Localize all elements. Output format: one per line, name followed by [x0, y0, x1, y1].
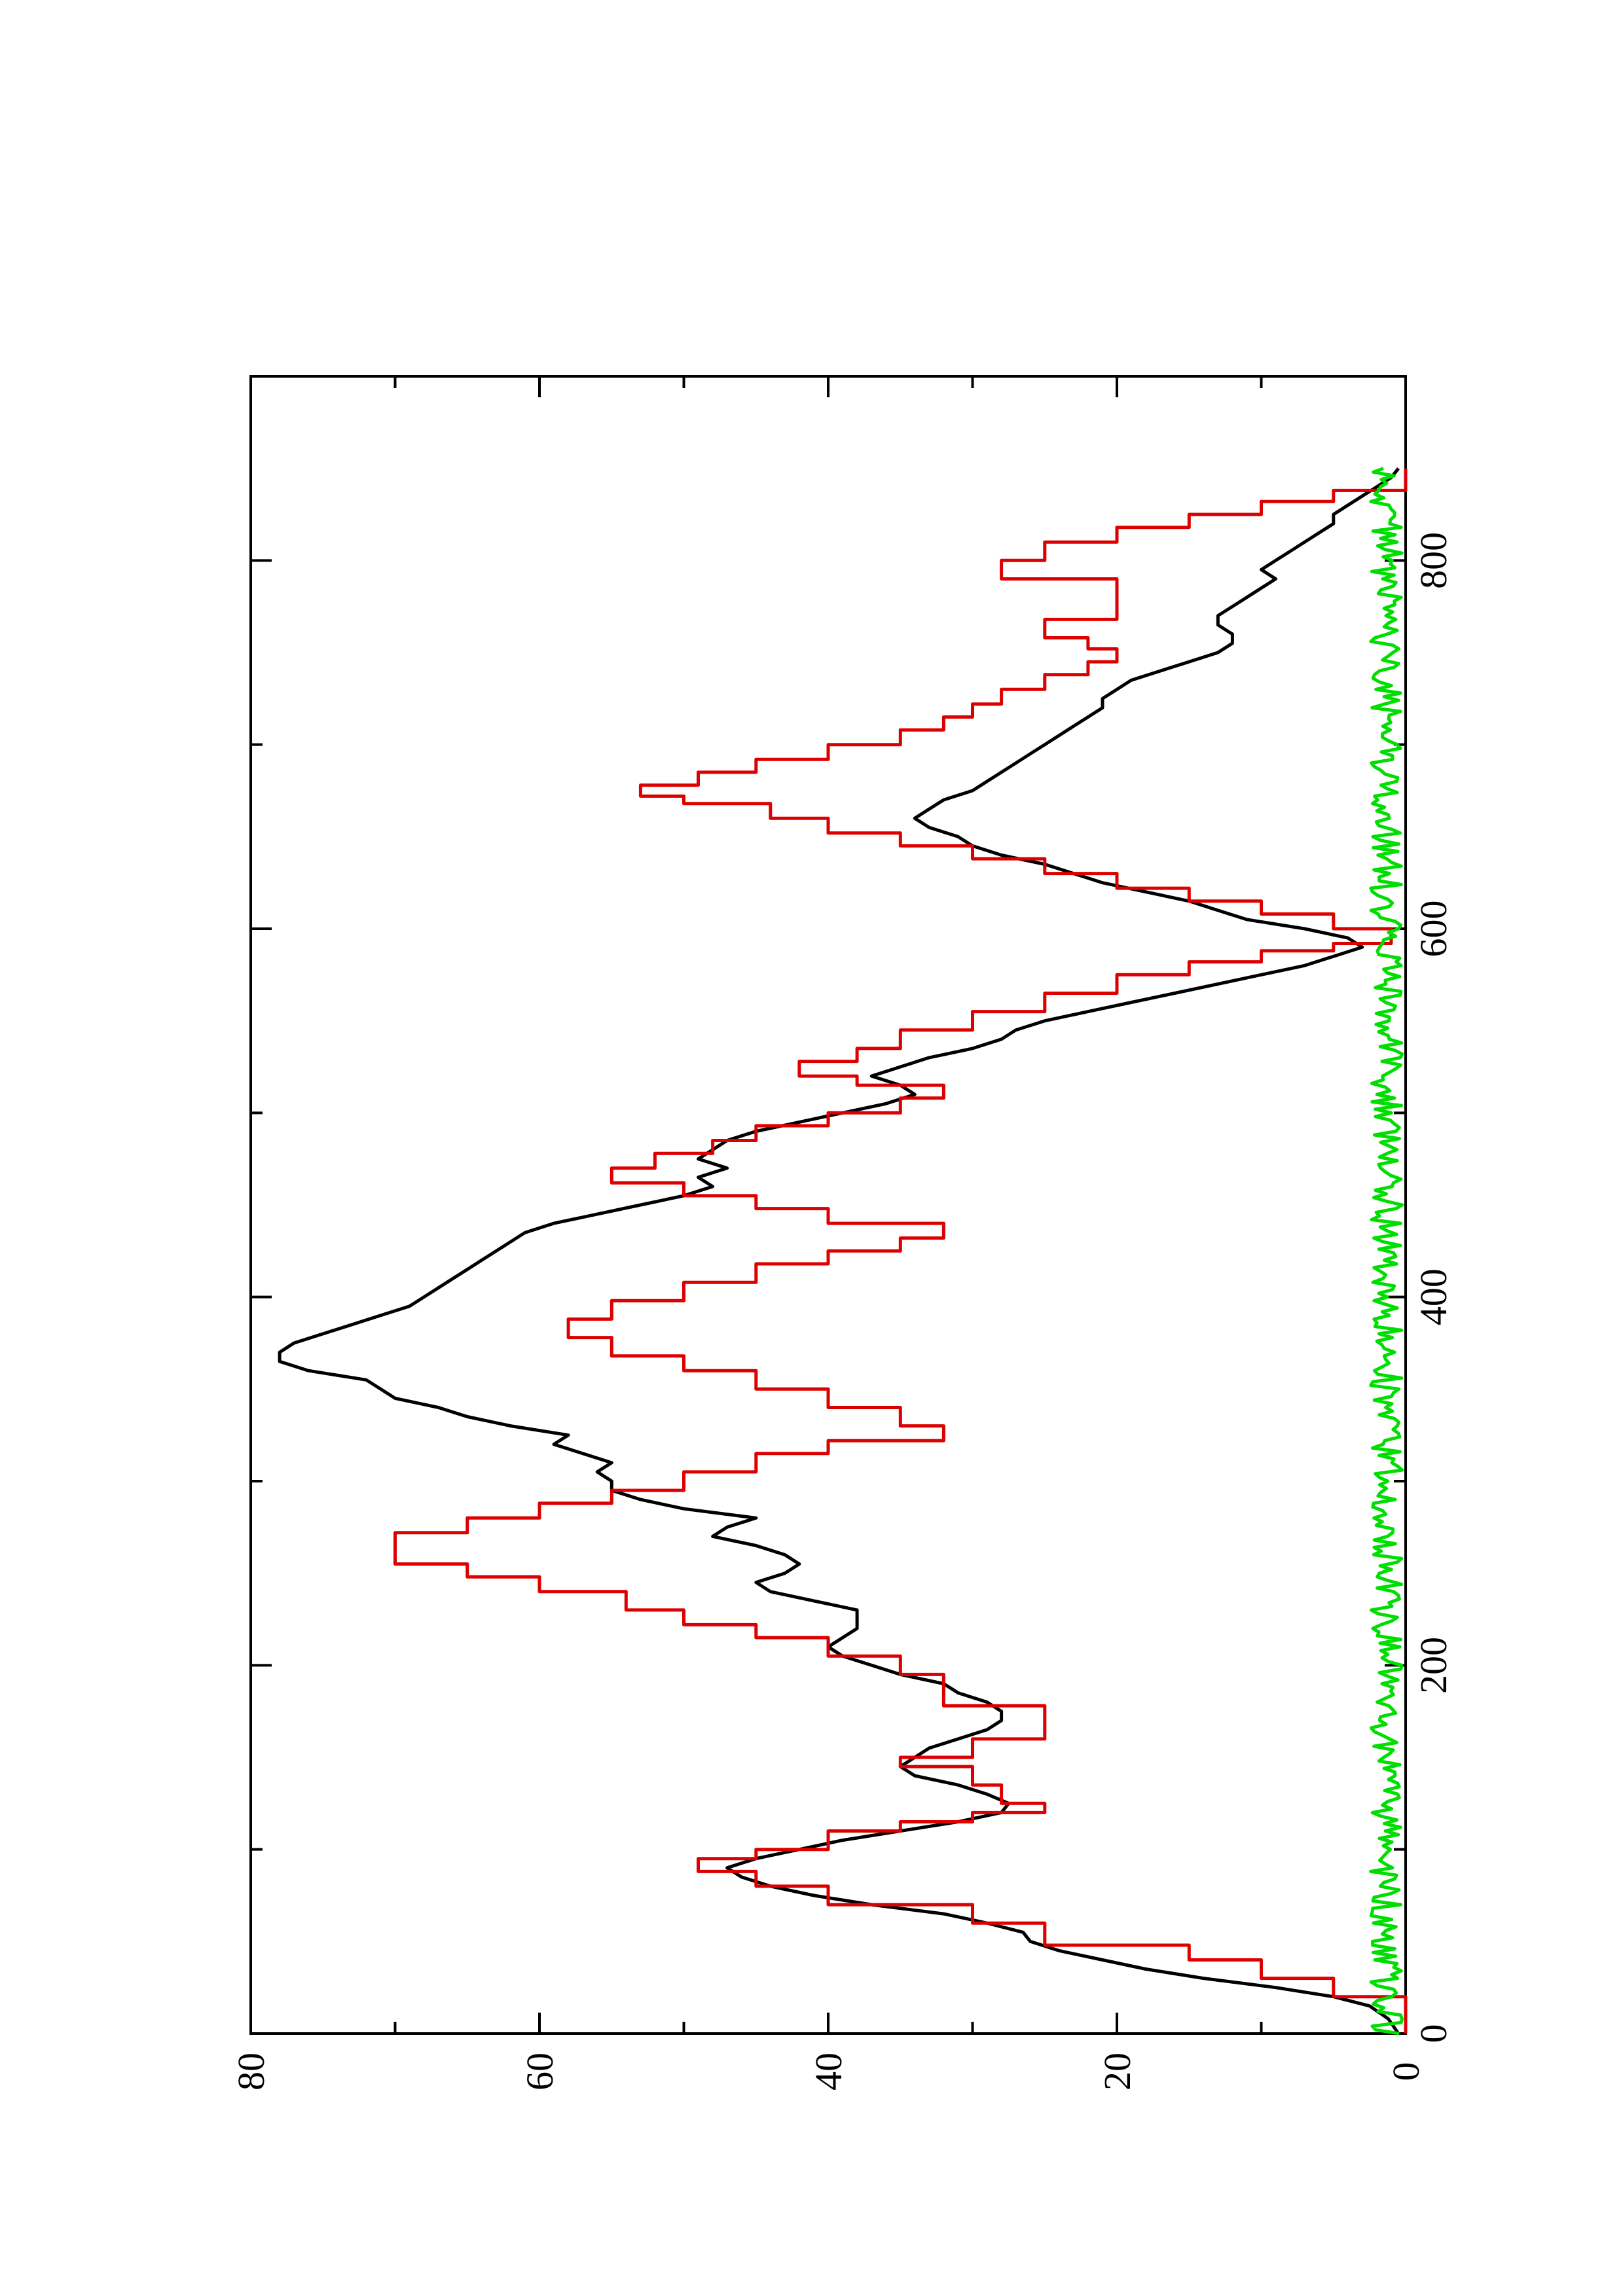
ticks — [249, 375, 1407, 2035]
series-line-1 — [393, 468, 1408, 2034]
y-tick-label: 40 — [807, 2053, 850, 2090]
tick-labels: 0 200 400 600 800 0 20 40 60 80 — [230, 532, 1455, 2090]
x-tick-label: 0 — [1412, 2024, 1455, 2043]
y-tick-label: 80 — [230, 2053, 272, 2090]
series-lines — [278, 467, 1408, 2036]
plot-frame — [249, 375, 1407, 2035]
x-tick-label: 200 — [1412, 1637, 1455, 1694]
x-tick-label: 600 — [1412, 901, 1455, 958]
y-tick-label: 60 — [519, 2053, 561, 2090]
x-tick-label: 800 — [1412, 532, 1455, 589]
y-tick-label: 20 — [1096, 2053, 1139, 2090]
y-tick-label: 0 — [1385, 2062, 1427, 2081]
x-tick-label: 400 — [1412, 1268, 1455, 1325]
series-line-2 — [1369, 467, 1404, 2036]
